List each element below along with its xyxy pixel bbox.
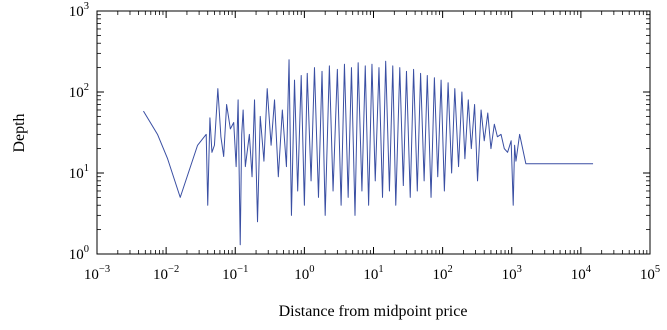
y-tick-label: 102 [69,82,89,101]
x-tick-label: 104 [571,264,592,283]
x-tick-label: 10−1 [222,264,248,283]
series-line-0 [143,59,594,246]
y-tick-label: 100 [69,244,89,263]
x-tick-label: 105 [640,264,660,283]
y-axis-label: Depth [11,113,28,152]
series-layer [143,59,594,246]
x-tick-label: 103 [502,264,522,283]
x-tick-label: 100 [294,264,314,283]
x-axis-label: Distance from midpoint price [279,303,468,320]
y-tick-label: 101 [69,163,89,182]
x-tick-label: 101 [363,264,383,283]
x-tick-label: 10−2 [153,264,179,283]
x-tick-label: 10−3 [84,264,110,283]
x-tick-label: 102 [433,264,453,283]
ticks-layer [96,10,651,255]
tick-labels-layer: 10−3 10−2 10−1 100 101 102 103 104 105 100 101 102 1… [69,1,660,283]
y-tick-label: 103 [69,1,89,20]
